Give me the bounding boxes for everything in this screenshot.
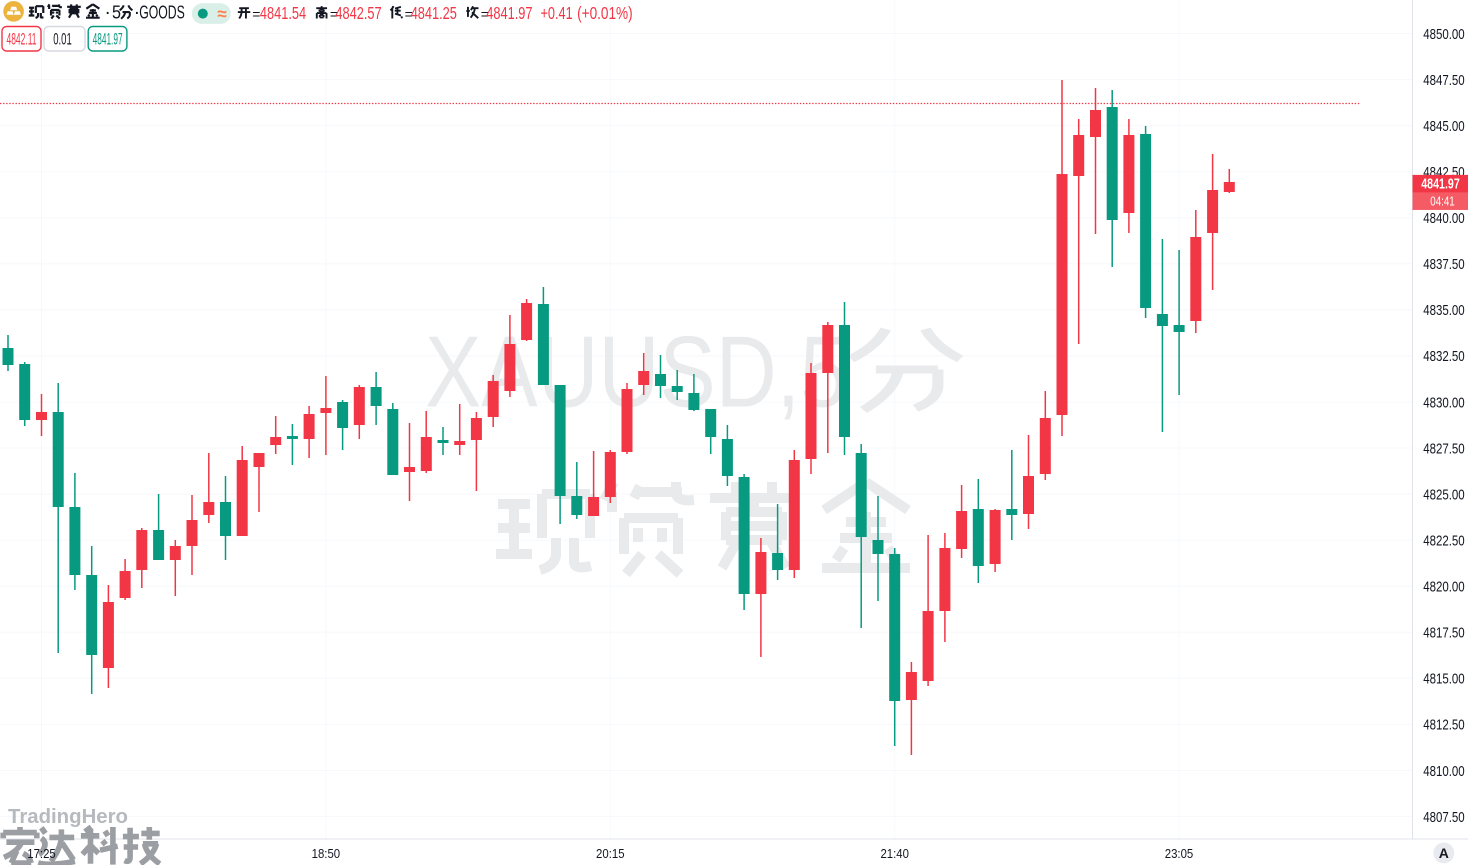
svg-text:4841.25: 4841.25 (411, 3, 457, 23)
svg-text:≈: ≈ (217, 5, 226, 24)
svg-text:04:41: 04:41 (1430, 193, 1455, 208)
svg-text:21:40: 21:40 (880, 847, 909, 861)
svg-text:TradingHero: TradingHero (8, 806, 128, 828)
svg-text:4830.00: 4830.00 (1423, 394, 1465, 411)
svg-text:+0.41: +0.41 (541, 3, 573, 23)
svg-text:4847.50: 4847.50 (1423, 72, 1465, 89)
svg-text:4815.00: 4815.00 (1423, 671, 1465, 688)
svg-text:=: = (481, 6, 489, 22)
svg-text:A: A (1439, 845, 1449, 861)
svg-text:=: = (252, 6, 260, 22)
svg-text:4842.57: 4842.57 (335, 3, 381, 23)
svg-text:4850.00: 4850.00 (1423, 26, 1465, 43)
svg-text:4841.97: 4841.97 (93, 30, 123, 49)
svg-text:(+0.01%): (+0.01%) (577, 3, 633, 23)
svg-text:4822.50: 4822.50 (1423, 533, 1465, 550)
svg-text:17:25: 17:25 (27, 847, 56, 861)
svg-text:4841.97: 4841.97 (1421, 176, 1460, 193)
svg-text:4845.00: 4845.00 (1423, 118, 1465, 135)
svg-text:4842.11: 4842.11 (7, 30, 37, 49)
svg-text:23:05: 23:05 (1165, 847, 1194, 861)
svg-text:4812.50: 4812.50 (1423, 717, 1465, 734)
svg-text:4827.50: 4827.50 (1423, 440, 1465, 457)
svg-text:GOODS: GOODS (139, 1, 185, 22)
svg-text:·: · (105, 2, 111, 23)
svg-text:4840.00: 4840.00 (1423, 210, 1465, 227)
svg-text:4820.00: 4820.00 (1423, 579, 1465, 596)
svg-text:18:50: 18:50 (312, 847, 341, 861)
svg-text:4807.50: 4807.50 (1423, 809, 1465, 826)
svg-text:4832.50: 4832.50 (1423, 348, 1465, 365)
svg-text:5: 5 (112, 2, 121, 22)
svg-text:·: · (134, 2, 140, 23)
svg-text:=: = (330, 6, 338, 22)
svg-text:20:15: 20:15 (596, 847, 625, 861)
svg-text:4841.97: 4841.97 (486, 3, 532, 23)
svg-text:4841.54: 4841.54 (260, 3, 306, 23)
svg-text:4825.00: 4825.00 (1423, 486, 1465, 503)
svg-text:4810.00: 4810.00 (1423, 763, 1465, 780)
svg-text:4837.50: 4837.50 (1423, 256, 1465, 273)
svg-text:4817.50: 4817.50 (1423, 625, 1465, 642)
svg-text:0.01: 0.01 (53, 30, 72, 49)
svg-text:4835.00: 4835.00 (1423, 302, 1465, 319)
svg-text:=: = (405, 6, 413, 22)
